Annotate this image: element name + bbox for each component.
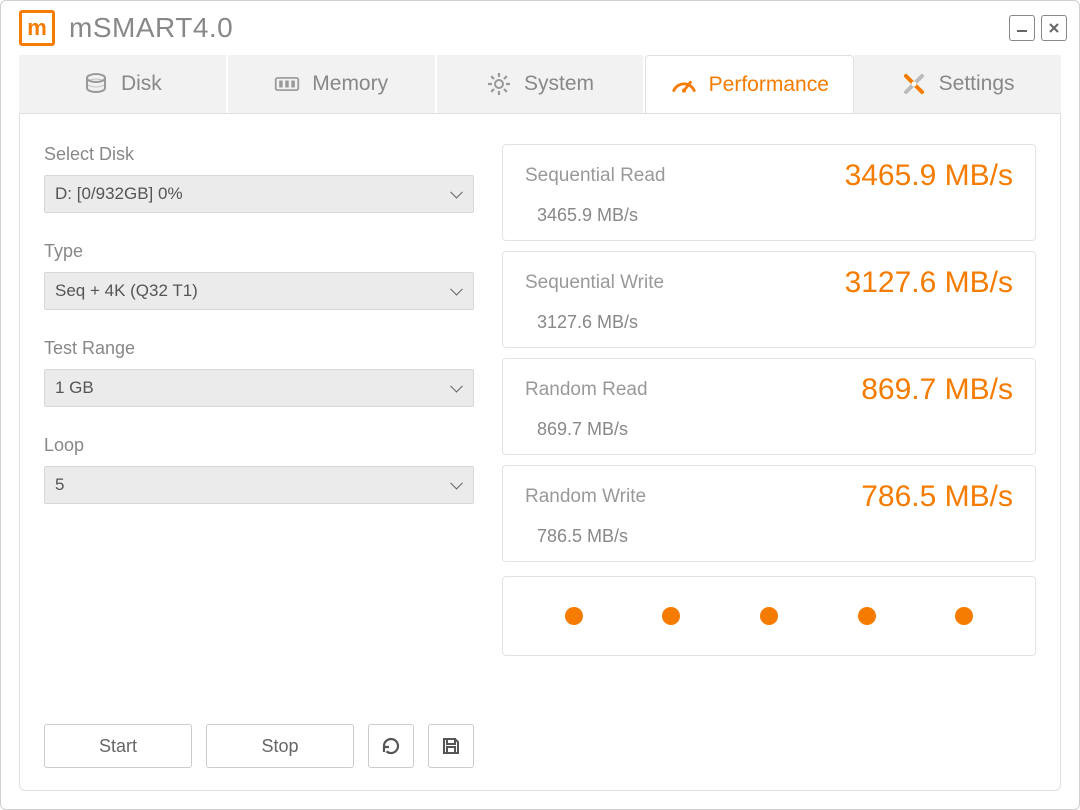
close-button[interactable] [1041,15,1067,41]
result-sub: 3127.6 MB/s [537,312,1013,333]
minimize-button[interactable] [1009,15,1035,41]
result-value: 3465.9 MB/s [845,159,1013,193]
type-group: Type Seq + 4K (Q32 T1) [44,241,474,310]
test-range-label: Test Range [44,338,474,359]
app-logo-letter: m [27,15,47,41]
type-dropdown[interactable]: Seq + 4K (Q32 T1) [44,272,474,310]
tab-performance[interactable]: Performance [645,55,854,113]
save-icon [441,736,461,756]
type-label: Type [44,241,474,262]
test-range-value: 1 GB [55,378,94,398]
result-sub: 869.7 MB/s [537,419,1013,440]
content-panel: Select Disk D: [0/932GB] 0% Type Seq + 4… [19,113,1061,791]
progress-dot [858,607,876,625]
app-title: mSMART4.0 [69,12,233,44]
result-value: 869.7 MB/s [861,373,1013,407]
tab-label: Performance [709,73,829,97]
gear-icon [486,71,512,97]
tab-label: Disk [121,72,162,96]
progress-dot [662,607,680,625]
tab-memory[interactable]: Memory [228,55,437,113]
result-value: 3127.6 MB/s [845,266,1013,300]
save-button[interactable] [428,724,474,768]
tab-disk[interactable]: Disk [19,55,228,113]
tab-label: System [524,72,594,96]
loop-value: 5 [55,475,64,495]
loop-label: Loop [44,435,474,456]
action-row: Start Stop [44,724,474,768]
form-column: Select Disk D: [0/932GB] 0% Type Seq + 4… [44,144,474,768]
tabs: Disk Memory System Performance Settings [1,55,1079,113]
type-value: Seq + 4K (Q32 T1) [55,281,198,301]
result-top: Sequential Write 3127.6 MB/s [525,266,1013,300]
app-window: m mSMART4.0 Disk Memory [0,0,1080,810]
gauge-icon [671,72,697,98]
tab-system[interactable]: System [437,55,646,113]
result-top: Random Write 786.5 MB/s [525,480,1013,514]
result-top: Sequential Read 3465.9 MB/s [525,159,1013,193]
progress-dot [565,607,583,625]
minimize-icon [1015,21,1029,35]
result-label: Sequential Read [525,165,666,187]
title-bar: m mSMART4.0 [1,1,1079,55]
result-label: Sequential Write [525,272,664,294]
select-disk-dropdown[interactable]: D: [0/932GB] 0% [44,175,474,213]
loop-dropdown[interactable]: 5 [44,466,474,504]
select-disk-group: Select Disk D: [0/932GB] 0% [44,144,474,213]
refresh-icon [381,736,401,756]
tab-label: Settings [939,72,1015,96]
start-button-label: Start [99,736,137,757]
test-range-dropdown[interactable]: 1 GB [44,369,474,407]
close-icon [1047,21,1061,35]
result-sub: 786.5 MB/s [537,526,1013,547]
result-label: Random Write [525,486,646,508]
app-logo: m [19,10,55,46]
start-button[interactable]: Start [44,724,192,768]
x-icon [901,71,927,97]
result-sub: 3465.9 MB/s [537,205,1013,226]
stop-button-label: Stop [261,736,298,757]
select-disk-value: D: [0/932GB] 0% [55,184,183,204]
result-label: Random Read [525,379,648,401]
progress-dot [760,607,778,625]
result-random-write: Random Write 786.5 MB/s 786.5 MB/s [502,465,1036,562]
stop-button[interactable]: Stop [206,724,354,768]
select-disk-label: Select Disk [44,144,474,165]
progress-dot [955,607,973,625]
result-value: 786.5 MB/s [861,480,1013,514]
memory-icon [274,71,300,97]
result-sequential-write: Sequential Write 3127.6 MB/s 3127.6 MB/s [502,251,1036,348]
disk-icon [83,71,109,97]
result-sequential-read: Sequential Read 3465.9 MB/s 3465.9 MB/s [502,144,1036,241]
result-random-read: Random Read 869.7 MB/s 869.7 MB/s [502,358,1036,455]
tab-settings[interactable]: Settings [854,55,1061,113]
test-range-group: Test Range 1 GB [44,338,474,407]
refresh-button[interactable] [368,724,414,768]
results-column: Sequential Read 3465.9 MB/s 3465.9 MB/s … [502,144,1036,768]
loop-group: Loop 5 [44,435,474,504]
tab-label: Memory [312,72,388,96]
window-controls [1009,15,1067,41]
progress-dots [502,576,1036,656]
result-top: Random Read 869.7 MB/s [525,373,1013,407]
